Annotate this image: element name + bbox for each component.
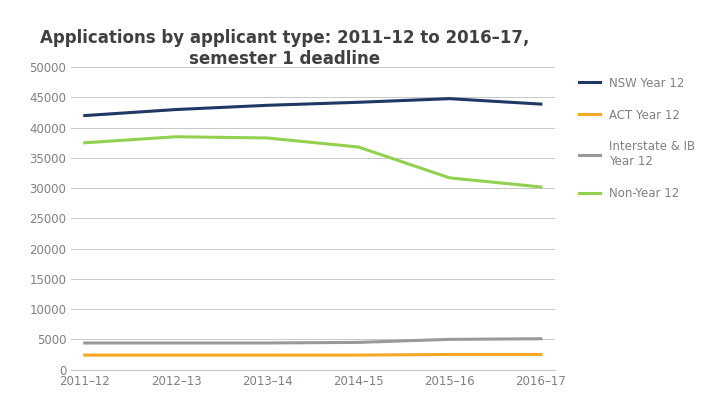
ACT Year 12 (263, 352, 272, 357)
Line: ACT Year 12: ACT Year 12 (85, 354, 541, 355)
NSW Year 12 (354, 100, 363, 105)
Text: Applications by applicant type: 2011–12 to 2016–17,
semester 1 deadline: Applications by applicant type: 2011–12 … (40, 29, 529, 68)
Interstate & IB
Year 12 (80, 341, 89, 346)
ACT Year 12 (445, 352, 454, 357)
Legend: NSW Year 12, ACT Year 12, Interstate & IB
Year 12, Non-Year 12: NSW Year 12, ACT Year 12, Interstate & I… (575, 73, 699, 204)
NSW Year 12 (80, 113, 89, 118)
Non-Year 12 (354, 144, 363, 150)
Non-Year 12 (263, 135, 272, 140)
Interstate & IB
Year 12 (354, 340, 363, 345)
Interstate & IB
Year 12 (263, 341, 272, 346)
Line: NSW Year 12: NSW Year 12 (85, 99, 541, 116)
ACT Year 12 (172, 352, 181, 357)
Line: Interstate & IB
Year 12: Interstate & IB Year 12 (85, 339, 541, 343)
NSW Year 12 (263, 103, 272, 108)
ACT Year 12 (537, 352, 545, 357)
Line: Non-Year 12: Non-Year 12 (85, 137, 541, 187)
Non-Year 12 (445, 176, 454, 181)
NSW Year 12 (445, 96, 454, 101)
Interstate & IB
Year 12 (445, 337, 454, 342)
Non-Year 12 (172, 134, 181, 139)
ACT Year 12 (80, 352, 89, 357)
Non-Year 12 (80, 140, 89, 145)
Interstate & IB
Year 12 (537, 336, 545, 341)
Non-Year 12 (537, 184, 545, 189)
ACT Year 12 (354, 352, 363, 357)
NSW Year 12 (537, 102, 545, 107)
NSW Year 12 (172, 107, 181, 112)
Interstate & IB
Year 12 (172, 341, 181, 346)
